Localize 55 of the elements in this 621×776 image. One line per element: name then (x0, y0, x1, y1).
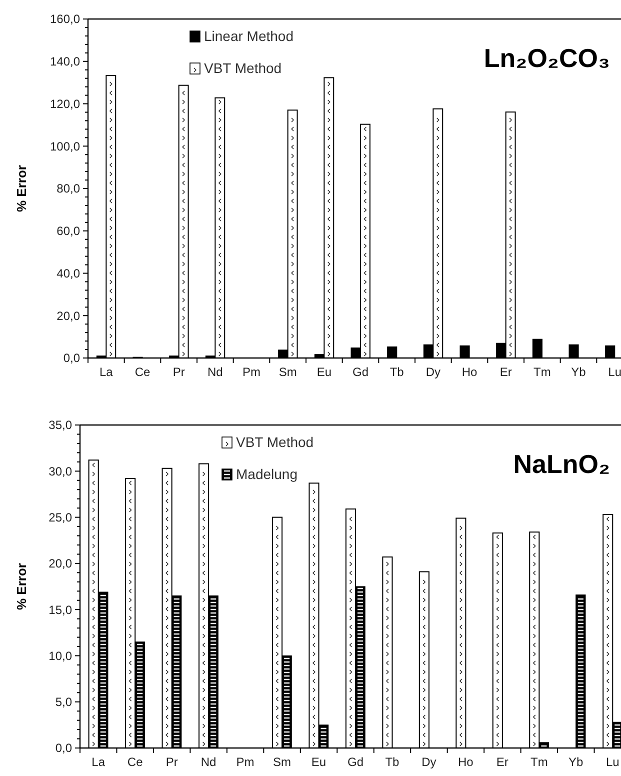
x-tick-label: Tb (385, 755, 400, 769)
x-tick-label: Nd (200, 755, 216, 769)
y-tick-label: 0,0 (55, 741, 72, 756)
y-tick-label: 140,0 (50, 54, 80, 69)
y-axis-title: % Error (14, 165, 29, 212)
y-tick-label: 120,0 (50, 96, 80, 111)
text: NaLnO₂ (513, 449, 610, 479)
x-tick-label: Gd (347, 755, 364, 769)
x-tick-label: Ce (127, 755, 144, 769)
x-tick-label: Sm (273, 755, 292, 769)
y-tick-label: 35,0 (48, 418, 72, 432)
x-tick-label: Eu (311, 755, 326, 769)
x-tick-label: Ho (462, 365, 478, 379)
x-tick-label: Lu (608, 365, 621, 379)
x-tick-label: Pr (166, 755, 178, 769)
x-tick-label: Er (496, 755, 508, 769)
y-tick-label: 0,0 (63, 351, 80, 366)
x-tick-label: Yb (571, 365, 586, 379)
x-tick-label: Eu (316, 365, 332, 379)
text: Ln₂O₂CO₃ (484, 43, 610, 73)
y-tick-label: 20,0 (56, 308, 80, 323)
legend-label: VBT Method (236, 434, 314, 450)
x-tick-label: Pm (236, 755, 254, 769)
x-tick-label: Tm (534, 365, 551, 379)
x-tick-label: Tm (530, 755, 548, 769)
y-tick-label: 5,0 (55, 695, 72, 710)
y-tick-label: 160,0 (50, 12, 80, 26)
y-tick-label: 100,0 (50, 139, 80, 154)
y-axis-title: % Error (14, 563, 29, 610)
x-tick-label: Dy (426, 365, 441, 379)
x-tick-label: Ce (134, 365, 150, 379)
x-tick-label: Er (500, 365, 512, 379)
y-tick-label: 15,0 (48, 602, 72, 617)
y-tick-label: 10,0 (48, 648, 72, 663)
x-tick-label: Pr (172, 365, 185, 379)
x-tick-label: Lu (606, 755, 620, 769)
x-tick-label: Tb (390, 365, 404, 379)
legend-label: Linear Method (204, 28, 294, 44)
x-tick-label: Pm (242, 365, 261, 379)
x-tick-label: Nd (207, 365, 223, 379)
legend-label: Madelung (236, 466, 298, 482)
y-tick-label: 25,0 (48, 510, 72, 524)
y-tick-label: 30,0 (48, 464, 72, 478)
y-tick-label: 60,0 (56, 224, 80, 238)
y-tick-label: 20,0 (48, 556, 72, 571)
y-tick-label: 80,0 (56, 182, 80, 196)
x-tick-label: Sm (278, 365, 297, 379)
x-tick-label: Dy (422, 755, 436, 769)
x-tick-label: La (92, 755, 106, 769)
x-tick-label: La (99, 365, 114, 379)
y-tick-label: 40,0 (56, 266, 80, 280)
legend-label: VBT Method (204, 60, 282, 76)
x-tick-label: Gd (352, 365, 369, 379)
x-tick-label: Yb (568, 755, 584, 769)
x-tick-label: Ho (458, 755, 474, 769)
